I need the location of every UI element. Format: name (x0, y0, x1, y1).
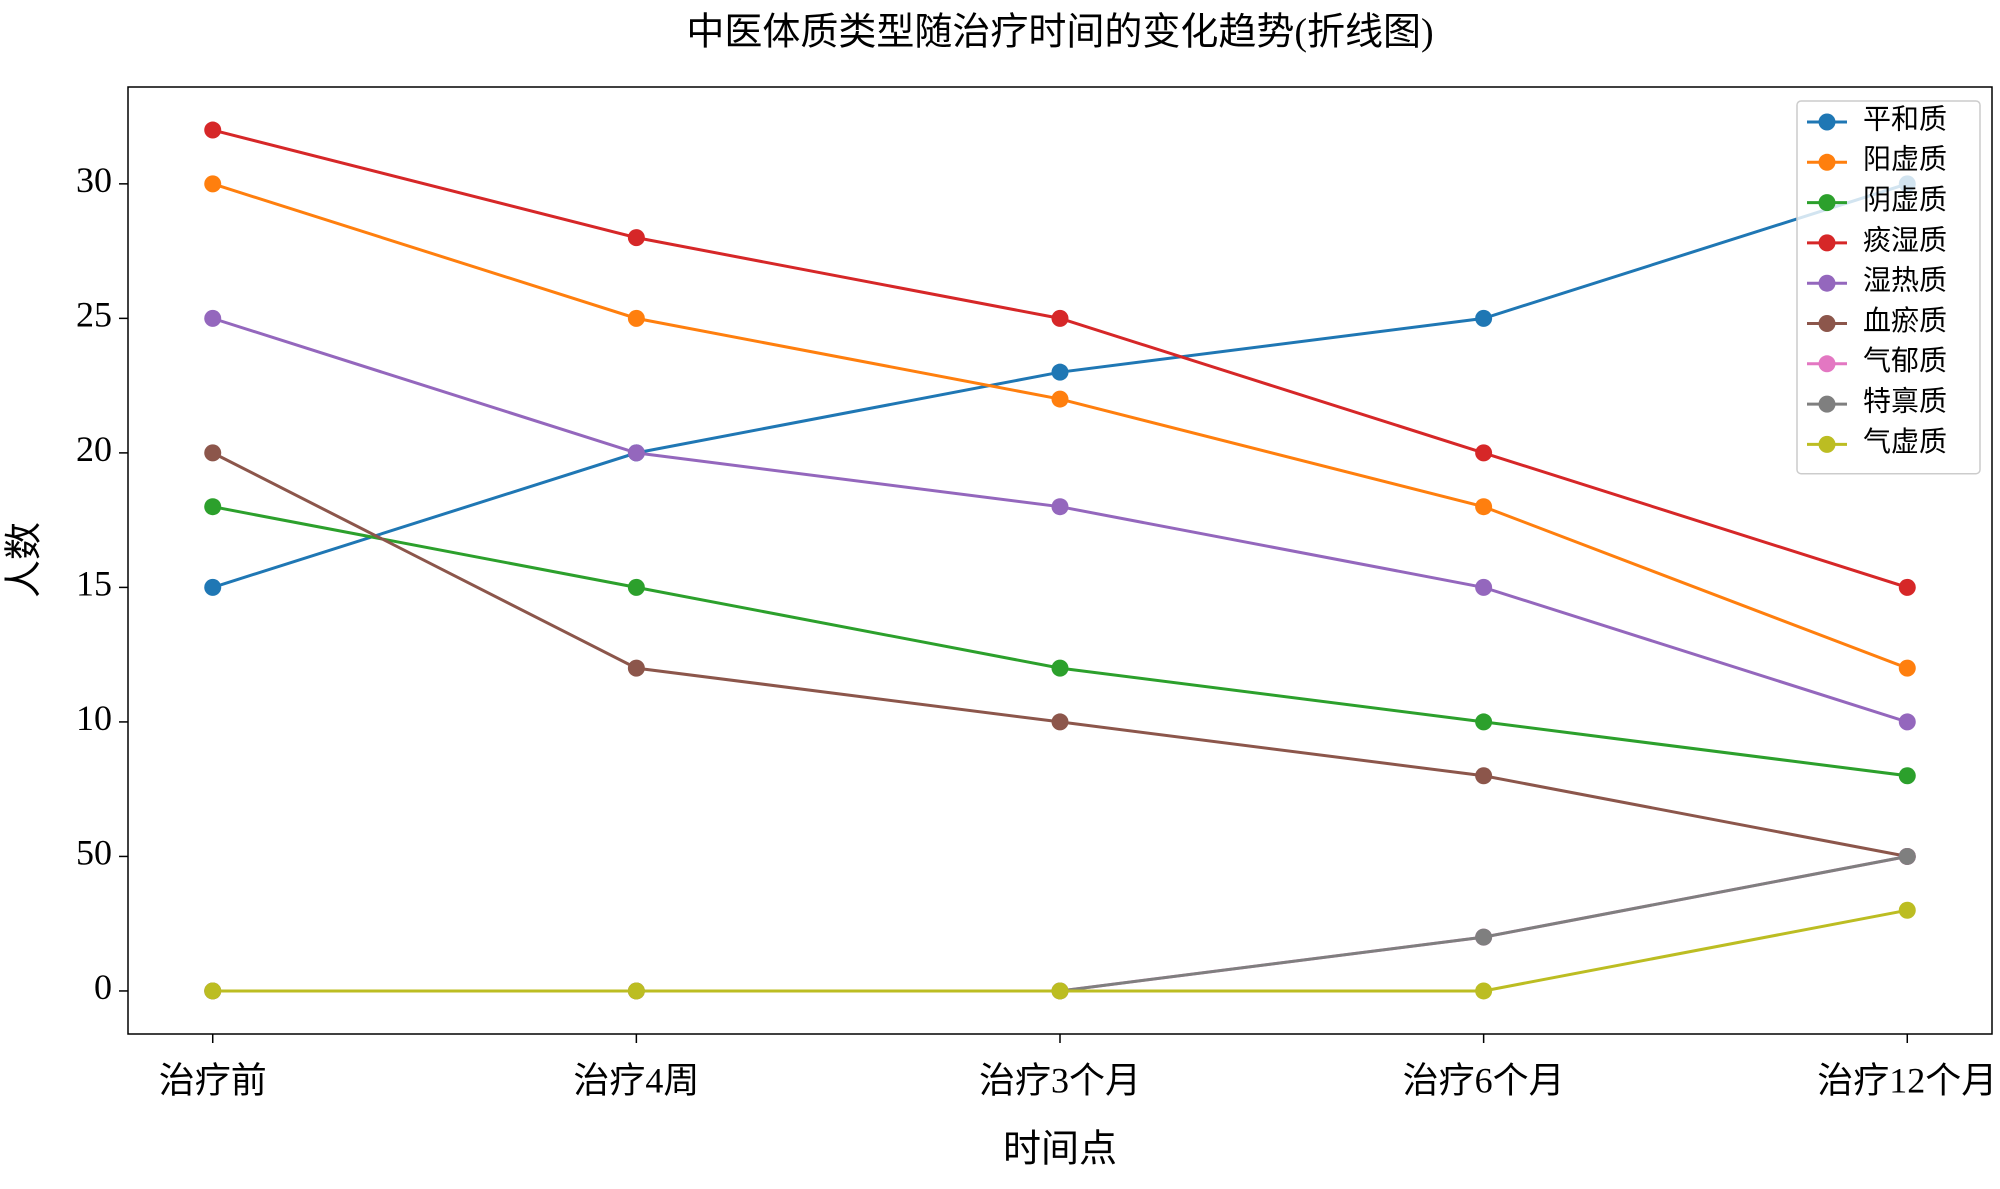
data-point (204, 175, 222, 193)
y-tick-label: 10 (76, 698, 112, 738)
y-tick-label: 15 (76, 564, 112, 604)
y-tick-label: 0 (94, 967, 112, 1007)
legend-label: 血瘀质 (1863, 305, 1947, 337)
x-tick-label: 治疗3个月 (979, 1060, 1141, 1100)
legend-marker (1818, 395, 1836, 413)
legend-label: 气虚质 (1863, 426, 1947, 458)
legend-label: 阴虚质 (1863, 184, 1947, 216)
chart-title: 中医体质类型随治疗时间的变化趋势(折线图) (686, 12, 1433, 54)
data-point (627, 982, 645, 1000)
legend-marker (1818, 234, 1836, 252)
x-tick-label: 治疗前 (159, 1060, 267, 1100)
data-point (627, 659, 645, 677)
legend-marker (1818, 355, 1836, 373)
data-point (1898, 713, 1916, 731)
data-point (204, 309, 222, 327)
data-point (1898, 578, 1916, 596)
y-tick-label: 25 (76, 295, 112, 335)
y-axis-label: 人数 (4, 522, 46, 598)
data-point (1051, 498, 1069, 516)
y-tick-label: 30 (76, 160, 112, 200)
legend-marker (1818, 274, 1836, 292)
data-point (1475, 767, 1493, 785)
data-point (1475, 982, 1493, 1000)
x-tick-label: 治疗6个月 (1403, 1060, 1565, 1100)
data-point (1898, 659, 1916, 677)
data-point (1051, 309, 1069, 327)
data-point (1475, 578, 1493, 596)
y-tick-label: 50 (76, 833, 112, 873)
data-point (1898, 767, 1916, 785)
data-point (627, 578, 645, 596)
data-point (204, 578, 222, 596)
legend-label: 平和质 (1863, 103, 1947, 135)
data-point (1898, 901, 1916, 919)
legend-label: 阳虚质 (1863, 144, 1947, 176)
x-axis-label: 时间点 (1003, 1129, 1117, 1171)
data-point (1475, 928, 1493, 946)
legend-marker (1818, 153, 1836, 171)
x-tick-label: 治疗12个月 (1817, 1060, 1997, 1100)
data-point (204, 444, 222, 462)
data-point (1051, 659, 1069, 677)
legend-box (1796, 100, 1981, 475)
data-point (1475, 309, 1493, 327)
data-point (1051, 363, 1069, 381)
data-point (1475, 713, 1493, 731)
legend-marker (1818, 435, 1836, 453)
data-point (1051, 713, 1069, 731)
data-point (204, 982, 222, 1000)
data-point (1475, 498, 1493, 516)
legend-marker (1818, 194, 1836, 212)
x-tick-label: 治疗4周 (573, 1060, 699, 1100)
legend-label: 湿热质 (1863, 265, 1947, 297)
data-point (627, 229, 645, 247)
legend-label: 特禀质 (1863, 386, 1947, 418)
data-point (204, 121, 222, 139)
y-tick-label: 20 (76, 429, 112, 469)
legend-label: 气郁质 (1863, 345, 1947, 377)
data-point (1898, 847, 1916, 865)
data-point (1051, 982, 1069, 1000)
data-point (204, 498, 222, 516)
legend-label: 痰湿质 (1863, 224, 1947, 256)
data-point (627, 309, 645, 327)
data-point (627, 444, 645, 462)
legend-marker (1818, 113, 1836, 131)
plot-frame (127, 86, 1993, 1035)
legend-marker (1818, 315, 1836, 332)
data-point (1051, 390, 1069, 408)
data-point (1475, 444, 1493, 462)
